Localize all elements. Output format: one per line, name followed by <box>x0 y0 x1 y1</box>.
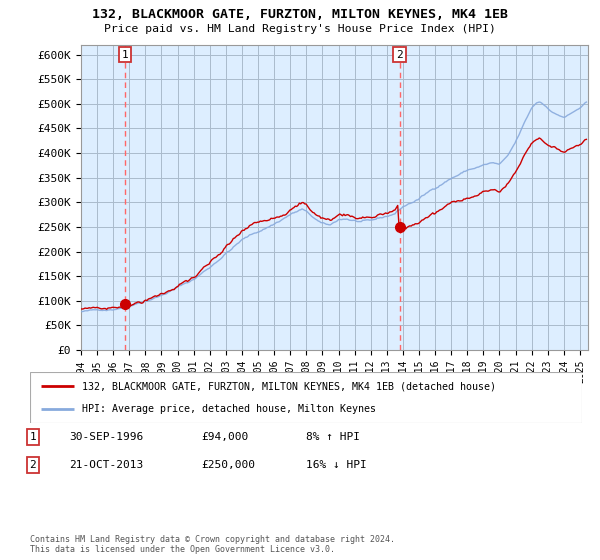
Text: Price paid vs. HM Land Registry's House Price Index (HPI): Price paid vs. HM Land Registry's House … <box>104 24 496 34</box>
Text: HPI: Average price, detached house, Milton Keynes: HPI: Average price, detached house, Milt… <box>82 404 376 414</box>
Text: 21-OCT-2013: 21-OCT-2013 <box>69 460 143 470</box>
Text: 132, BLACKMOOR GATE, FURZTON, MILTON KEYNES, MK4 1EB (detached house): 132, BLACKMOOR GATE, FURZTON, MILTON KEY… <box>82 381 496 391</box>
Text: 2: 2 <box>396 50 403 60</box>
Text: £94,000: £94,000 <box>201 432 248 442</box>
Text: £250,000: £250,000 <box>201 460 255 470</box>
Text: 16% ↓ HPI: 16% ↓ HPI <box>306 460 367 470</box>
Text: Contains HM Land Registry data © Crown copyright and database right 2024.
This d: Contains HM Land Registry data © Crown c… <box>30 535 395 554</box>
Text: 8% ↑ HPI: 8% ↑ HPI <box>306 432 360 442</box>
FancyBboxPatch shape <box>30 372 582 423</box>
Text: 1: 1 <box>122 50 128 60</box>
Text: 30-SEP-1996: 30-SEP-1996 <box>69 432 143 442</box>
Text: 2: 2 <box>29 460 37 470</box>
Text: 1: 1 <box>29 432 37 442</box>
Text: 132, BLACKMOOR GATE, FURZTON, MILTON KEYNES, MK4 1EB: 132, BLACKMOOR GATE, FURZTON, MILTON KEY… <box>92 8 508 21</box>
